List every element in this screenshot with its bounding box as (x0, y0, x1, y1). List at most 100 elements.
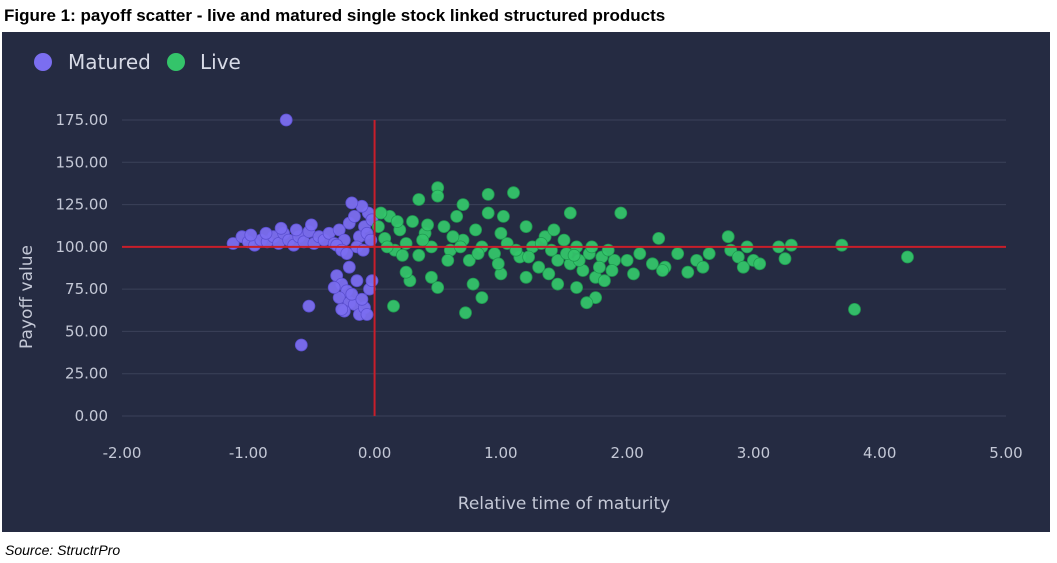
y-tick-label: 150.00 (56, 153, 109, 171)
data-point-matured (360, 308, 374, 321)
data-point-matured (332, 223, 346, 237)
data-point-live (406, 215, 419, 228)
data-point-matured (340, 247, 354, 261)
data-point-live (753, 257, 767, 271)
figure-title: Figure 1: payoff scatter - live and matu… (4, 6, 666, 25)
y-tick-label: 75.00 (65, 280, 108, 298)
x-tick-label: 3.00 (737, 444, 770, 462)
data-point-live (491, 257, 505, 271)
data-point-live (416, 233, 430, 247)
data-point-live (563, 206, 577, 220)
data-point-live (901, 250, 914, 264)
data-point-live (620, 253, 634, 267)
x-tick-label: 4.00 (863, 444, 896, 462)
data-point-live (633, 247, 647, 261)
data-point-live (412, 248, 426, 262)
y-tick-label: 0.00 (75, 407, 108, 425)
y-tick-label: 175.00 (56, 111, 109, 129)
data-point-live (652, 231, 666, 245)
data-point-live (736, 260, 750, 274)
y-axis-title: Payoff value (17, 245, 37, 349)
data-point-live (835, 238, 849, 252)
gridlines (122, 119, 1006, 417)
data-point-live (475, 291, 489, 305)
data-point-live (431, 281, 445, 294)
reference-lines (122, 120, 1006, 416)
data-point-live (646, 257, 659, 271)
x-tick-labels: -2.00 -1.00 0.00 1.00 2.00 3.00 4.00 5.00 (103, 444, 1023, 462)
data-point-live (471, 247, 485, 261)
data-point-matured (259, 226, 273, 240)
data-point-matured (345, 196, 359, 210)
data-point-live (459, 306, 472, 320)
data-point-live (593, 260, 606, 274)
data-point-live (466, 277, 480, 291)
data-point-live (702, 247, 716, 261)
data-point-live (681, 265, 695, 279)
data-point-matured (304, 218, 318, 232)
data-point-matured (347, 209, 361, 223)
data-point-live (412, 193, 426, 206)
data-point-matured (302, 299, 316, 313)
data-point-live (446, 230, 460, 244)
data-point-live (848, 302, 861, 316)
legend: Matured Live (34, 50, 241, 74)
data-point-live (387, 299, 400, 313)
data-point-live (696, 260, 710, 274)
data-point-live (496, 209, 510, 223)
data-point-matured (274, 221, 288, 235)
data-point-live (580, 296, 594, 310)
data-point-live (551, 253, 565, 267)
legend-marker-matured (34, 53, 52, 71)
x-tick-label: 1.00 (484, 444, 517, 462)
data-point-matured (335, 302, 349, 316)
data-point-matured (345, 287, 359, 301)
y-tick-label: 125.00 (56, 196, 109, 214)
x-axis-title: Relative time of maturity (458, 494, 670, 514)
scatter-chart: -2.00 -1.00 0.00 1.00 2.00 3.00 4.00 5.00 0.00 2… (17, 50, 1023, 514)
data-point-live (778, 252, 792, 266)
data-point-matured (289, 223, 303, 237)
data-point-live (469, 223, 483, 237)
data-point-live (519, 220, 533, 234)
data-point-live (522, 250, 535, 264)
data-point-live (547, 223, 561, 237)
x-tick-label: -1.00 (229, 444, 268, 462)
data-points (226, 113, 914, 352)
data-point-live (721, 230, 735, 244)
figure-source: Source: StructrPro (5, 542, 121, 558)
x-tick-label: 2.00 (610, 444, 643, 462)
data-point-live (731, 250, 745, 264)
data-point-live (437, 220, 451, 234)
data-point-matured (350, 274, 364, 288)
legend-label-live: Live (200, 50, 241, 74)
data-point-matured (342, 260, 356, 274)
data-point-live (567, 248, 581, 262)
data-point-live (390, 215, 404, 228)
data-point-live (481, 206, 495, 220)
data-point-live (551, 277, 565, 291)
data-point-live (519, 270, 533, 284)
data-point-matured (279, 113, 293, 127)
x-tick-label: -2.00 (103, 444, 142, 462)
data-point-live (784, 238, 798, 252)
data-point-live (598, 274, 611, 288)
data-point-live (450, 209, 464, 223)
legend-label-matured: Matured (68, 50, 151, 74)
data-point-live (671, 247, 685, 261)
chart-panel: -2.00 -1.00 0.00 1.00 2.00 3.00 4.00 5.00 0.00 2… (2, 32, 1050, 532)
data-point-matured (294, 338, 308, 352)
y-tick-label: 100.00 (56, 238, 109, 256)
data-point-live (614, 206, 628, 220)
data-point-matured (365, 274, 379, 288)
data-point-matured (327, 281, 341, 294)
data-point-live (431, 189, 445, 203)
data-point-live (627, 267, 640, 281)
x-tick-label: 0.00 (358, 444, 391, 462)
data-point-matured (244, 228, 258, 242)
data-point-live (481, 187, 495, 201)
data-point-live (494, 226, 508, 240)
data-point-live (399, 265, 413, 279)
data-point-live (507, 186, 520, 200)
data-point-live (542, 267, 556, 281)
